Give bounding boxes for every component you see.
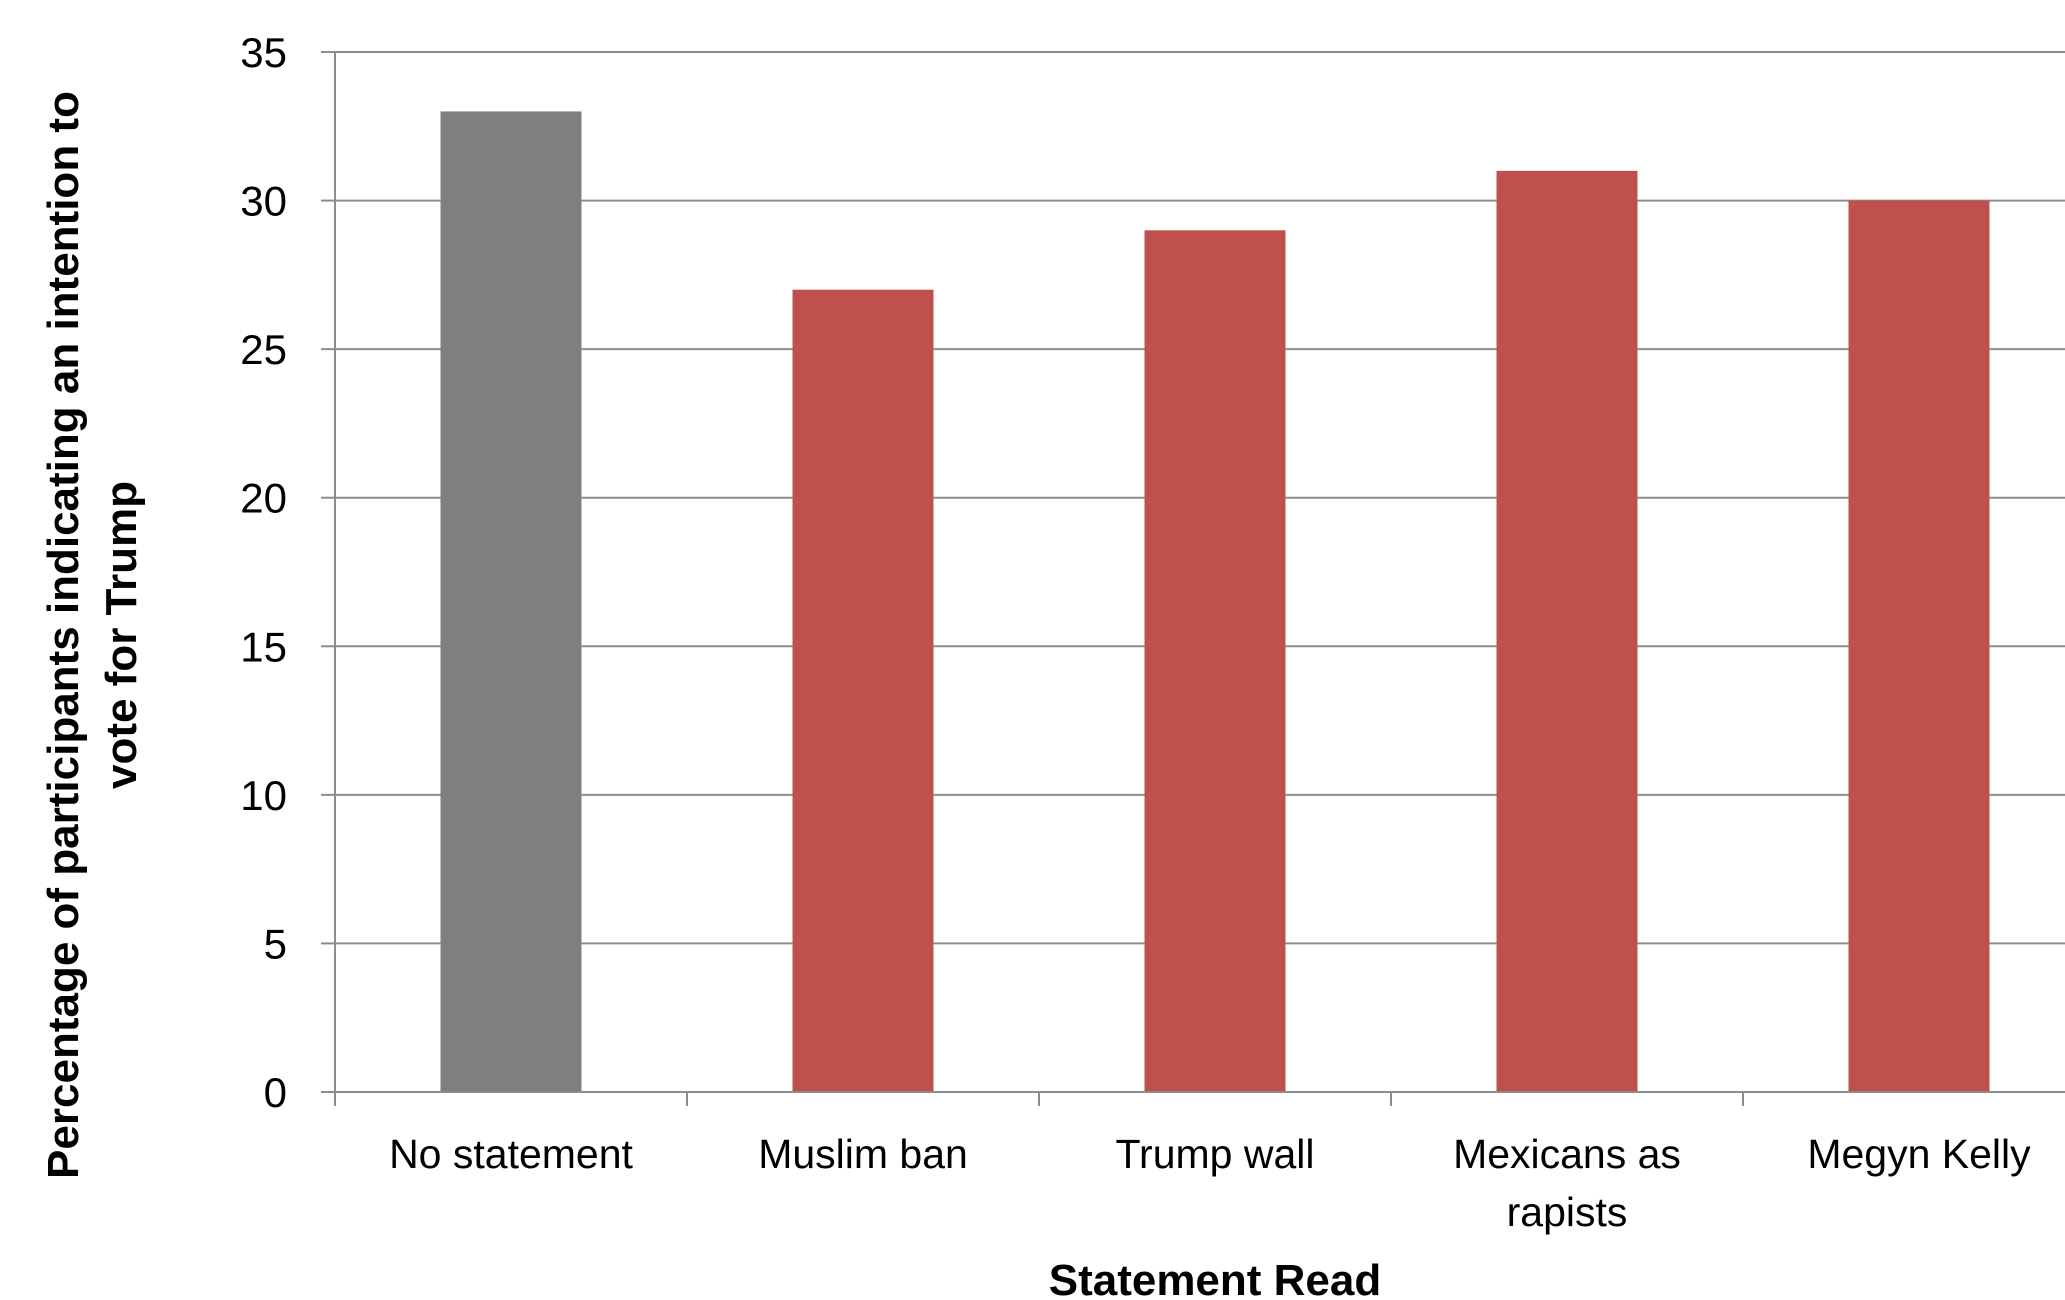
- y-tick-label: 5: [264, 920, 287, 967]
- x-category-label: No statement: [389, 1131, 633, 1177]
- bar: [1496, 170, 1638, 1092]
- x-category-label: Mexicans as rapists: [1453, 1131, 1681, 1235]
- y-tick-label: 30: [240, 178, 287, 225]
- y-tick-label: 10: [240, 772, 287, 819]
- x-axis-title: Statement Read: [1049, 1256, 1382, 1300]
- y-tick-label: 35: [240, 29, 287, 76]
- axes: [321, 51, 2065, 1106]
- x-category-label: Megyn Kelly: [1807, 1131, 2031, 1177]
- bar: [1144, 230, 1286, 1093]
- y-axis-title: Percentage of participants indicating an…: [39, 91, 146, 1179]
- bars: [440, 111, 1990, 1093]
- bar: [440, 111, 582, 1092]
- y-tick-labels: 0 5 10 15 20 25 30 35: [240, 29, 287, 1116]
- x-category-label: Muslim ban: [758, 1131, 968, 1177]
- bar: [1848, 200, 1990, 1093]
- y-tick-label: 25: [240, 326, 287, 373]
- y-tick-label: 15: [240, 623, 287, 670]
- bar: [792, 289, 934, 1092]
- y-tick-label: 20: [240, 475, 287, 522]
- x-category-label: Trump wall: [1116, 1131, 1315, 1177]
- x-category-labels: No statement Muslim ban Trump wall Mexicans…: [389, 1131, 2031, 1235]
- y-tick-label: 0: [264, 1069, 287, 1116]
